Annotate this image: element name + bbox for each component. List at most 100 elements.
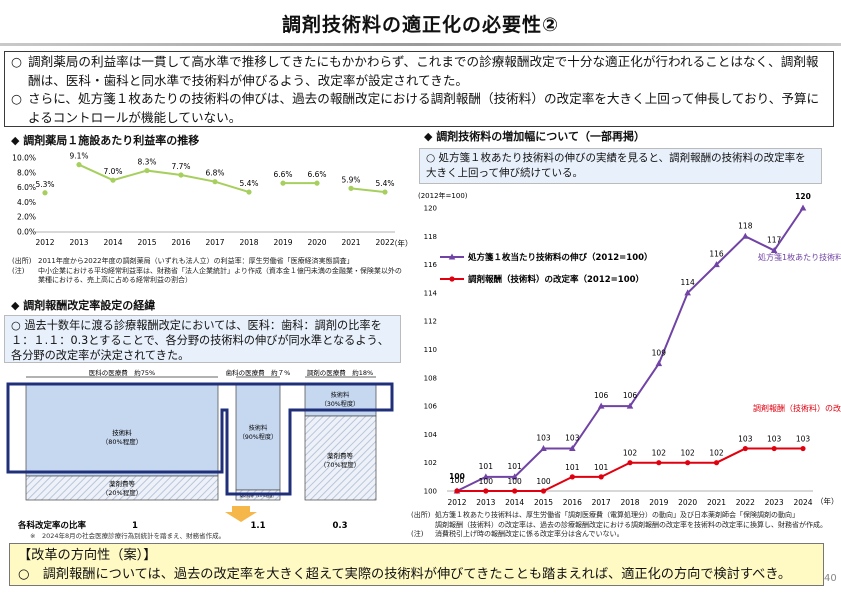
growth-point-purple [713, 261, 720, 268]
revision-text: ○ 過去十数年に渡る診療報酬改定においては、医科：歯科：調剤の比率を１：１.１：… [4, 315, 401, 363]
growth-label-purple: 118 [738, 221, 753, 230]
revision-footnote: ※ 2024年8月の社会医療診療行為別統計を踏まえ、財務省作成。 [30, 531, 225, 540]
growth-label-purple: 109 [652, 349, 667, 358]
profit-data-label: 6.6% [307, 170, 326, 179]
profit-data-label: 5.9% [341, 175, 360, 184]
growth-label-red: 103 [767, 435, 782, 444]
ratio-chozai: 0.3 [332, 521, 347, 531]
reform-box: 【改革の方向性（案）】 ○ 調剤報酬については、過去の改定率を大きく超えて実際の… [9, 543, 824, 586]
growth-x-tick: 2023 [765, 498, 784, 507]
annotation-purple: 処方箋1枚あたり技術料の伸び [758, 252, 841, 262]
growth-x-tick: 2019 [649, 498, 668, 507]
profit-data-label: 5.4% [239, 179, 258, 188]
growth-x-tick: 2020 [678, 498, 697, 507]
profit-heading: ◆ 調剤薬局１施設あたり利益率の推移 [11, 134, 200, 147]
growth-point-purple [770, 246, 778, 253]
profit-line [78, 163, 250, 193]
growth-label-red: 101 [565, 463, 580, 472]
growth-y-tick: 106 [424, 403, 438, 411]
growth-x-tick: 2012 [447, 498, 466, 507]
growth-point-red [598, 474, 604, 480]
summary-box: ○ 調剤薬局の利益率は一貫して高水準で推移してきたにもかかわらず、これまでの診療報… [4, 51, 834, 127]
svg-text:（80%程度）: （80%程度） [102, 437, 142, 446]
growth-point-purple [569, 445, 576, 452]
growth-label-purple: 103 [565, 434, 580, 443]
growth-label-red: 103 [796, 435, 811, 444]
growth-label-purple: 100 [450, 476, 465, 485]
growth-y-tick: 114 [424, 289, 438, 297]
profit-y-tick: 2.0% [17, 213, 36, 222]
growth-label-red: 102 [652, 449, 667, 458]
growth-label-purple: 103 [536, 434, 551, 443]
legend-label: 調剤報酬（技術料）の改定率（2012=100） [468, 274, 644, 285]
profit-data-label: 7.7% [171, 162, 190, 171]
growth-point-purple [684, 289, 691, 296]
profit-point [110, 177, 116, 183]
growth-x-tick: 2013 [476, 498, 495, 507]
growth-chart: (2012年=100) 100 102 104 106 108 110 112 114 116 1… [418, 191, 841, 507]
growth-y-tick: 108 [424, 374, 437, 382]
growth-label-red: 102 [623, 449, 638, 458]
svg-text:（70%程度）: （70%程度） [320, 460, 360, 469]
growth-x-tick: 2016 [563, 498, 582, 507]
profit-x-tick: 2015 [137, 238, 156, 247]
growth-label-purple: 101 [508, 462, 523, 471]
profit-y-tick: 4.0% [17, 198, 36, 207]
profit-data-label: 6.8% [205, 169, 224, 178]
summary-text: 調剤薬局の利益率は一貫して高水準で推移してきたにもかかわらず、これまでの診療報酬… [28, 54, 819, 88]
growth-point-red [569, 474, 575, 480]
summary-text: さらに、処方箋１枚あたりの技術料の伸びは、過去の報酬改定における調剤報酬（技術料… [28, 91, 820, 125]
profit-data-label: 5.3% [35, 180, 54, 189]
profit-chart: 0.0% 2.0% 4.0% 6.0% 8.0% 10.0% 2012 2013 2014 201… [12, 152, 410, 248]
growth-y-tick: 100 [424, 488, 437, 496]
revision-heading: ◆ 調剤報酬改定率設定の経緯 [11, 299, 156, 312]
growth-y-tick: 110 [424, 346, 437, 354]
profit-year-unit: （年） [390, 238, 410, 248]
ratio-ika: 1 [132, 521, 138, 531]
ratio-label: 各科改定率の比率 [17, 520, 87, 531]
profit-x-tick: 2017 [205, 238, 224, 247]
profit-line [350, 187, 386, 194]
growth-x-tick: 2015 [534, 498, 553, 507]
svg-text:（20%程度）: （20%程度） [102, 488, 142, 497]
growth-y-tick: 104 [424, 431, 438, 439]
profit-x-tick: 2019 [273, 238, 292, 247]
growth-base-label: (2012年=100) [418, 191, 468, 200]
svg-text:技術料: 技術料 [331, 391, 350, 399]
page-number: 40 [824, 573, 837, 584]
profit-x-tick: 2013 [69, 238, 88, 247]
growth-label-purple: 117 [767, 235, 782, 244]
reform-text: ○ 調剤報酬については、過去の改定率を大きく超えて実際の技術料が伸びてきたことも… [18, 567, 792, 582]
profit-point [314, 180, 320, 186]
profit-source: (出所) 2011年度から2022年度の調剤薬局（いずれも法人立）の利益率：厚生労… [12, 257, 402, 284]
legend-label: 処方箋１枚当たり技術料の伸び（2012=100） [467, 252, 653, 263]
profit-x-tick: 2018 [239, 238, 258, 247]
svg-text:技術料: 技術料 [249, 424, 268, 432]
profit-x-tick: 2012 [35, 238, 54, 247]
profit-data-label: 9.1% [69, 152, 88, 161]
growth-point-purple [597, 402, 605, 409]
growth-point-red [771, 445, 777, 452]
profit-x-tick: 2021 [341, 238, 360, 247]
legend-marker [448, 253, 456, 260]
growth-point-red [483, 488, 489, 494]
svg-text:（90%程度）: （90%程度） [239, 433, 278, 441]
growth-point-purple [511, 473, 518, 480]
profit-data-label: 5.4% [375, 179, 394, 188]
profit-x-tick: 2014 [103, 238, 122, 247]
ika-drug-box [25, 475, 219, 501]
profit-point [280, 180, 286, 186]
summary-bullet: ○ 調剤薬局の利益率は一貫して高水準で推移してきたにもかかわらず、これまでの診療報… [11, 53, 827, 90]
growth-label-red: 100 [449, 472, 465, 481]
growth-x-tick: 2014 [505, 498, 524, 507]
growth-x-tick: 2017 [592, 498, 611, 507]
growth-label-red: 100 [479, 477, 494, 486]
growth-y-tick: 118 [424, 233, 437, 241]
profit-point [144, 167, 150, 174]
growth-point-red [713, 460, 720, 466]
svg-text:（30%程度）: （30%程度） [321, 400, 360, 408]
profit-y-tick: 0.0% [17, 228, 36, 237]
shika-cost-label: 歯科の医療費 約７% [226, 368, 291, 377]
ika-tech-box [25, 383, 219, 477]
tech-fee-outline [6, 382, 394, 496]
